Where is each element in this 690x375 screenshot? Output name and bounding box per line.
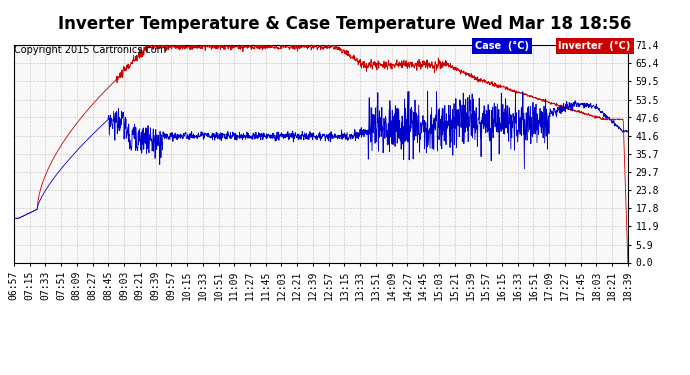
Text: Case  (°C): Case (°C) bbox=[475, 41, 529, 51]
Text: Copyright 2015 Cartronics.com: Copyright 2015 Cartronics.com bbox=[14, 45, 166, 55]
Text: Inverter Temperature & Case Temperature Wed Mar 18 18:56: Inverter Temperature & Case Temperature … bbox=[59, 15, 631, 33]
Text: Inverter  (°C): Inverter (°C) bbox=[558, 41, 631, 51]
